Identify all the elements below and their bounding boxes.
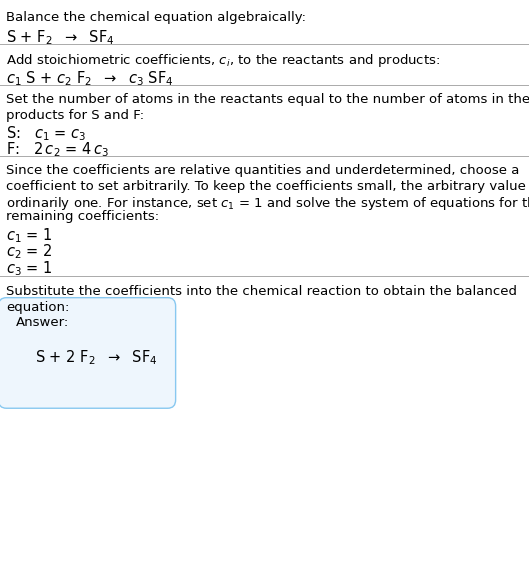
Text: equation:: equation:	[6, 301, 70, 314]
Text: F:   $2\,c_2$ = $4\,c_3$: F: $2\,c_2$ = $4\,c_3$	[6, 141, 109, 159]
Text: Balance the chemical equation algebraically:: Balance the chemical equation algebraica…	[6, 11, 306, 24]
Text: $c_2$ = 2: $c_2$ = 2	[6, 243, 53, 261]
FancyBboxPatch shape	[0, 298, 176, 408]
Text: S:   $c_1$ = $c_3$: S: $c_1$ = $c_3$	[6, 124, 87, 143]
Text: Add stoichiometric coefficients, $c_i$, to the reactants and products:: Add stoichiometric coefficients, $c_i$, …	[6, 52, 441, 69]
Text: remaining coefficients:: remaining coefficients:	[6, 210, 159, 223]
Text: $c_1$ S + $c_2$ F$_2$  $\rightarrow$  $c_3$ SF$_4$: $c_1$ S + $c_2$ F$_2$ $\rightarrow$ $c_3…	[6, 70, 174, 88]
Text: coefficient to set arbitrarily. To keep the coefficients small, the arbitrary va: coefficient to set arbitrarily. To keep …	[6, 180, 529, 193]
Text: ordinarily one. For instance, set $c_1$ = 1 and solve the system of equations fo: ordinarily one. For instance, set $c_1$ …	[6, 195, 529, 212]
Text: Answer:: Answer:	[16, 316, 69, 329]
Text: $c_1$ = 1: $c_1$ = 1	[6, 226, 53, 245]
Text: $c_3$ = 1: $c_3$ = 1	[6, 259, 53, 278]
Text: Substitute the coefficients into the chemical reaction to obtain the balanced: Substitute the coefficients into the che…	[6, 285, 517, 298]
Text: Set the number of atoms in the reactants equal to the number of atoms in the: Set the number of atoms in the reactants…	[6, 93, 529, 106]
Text: Since the coefficients are relative quantities and underdetermined, choose a: Since the coefficients are relative quan…	[6, 164, 519, 177]
Text: S + 2 F$_2$  $\rightarrow$  SF$_4$: S + 2 F$_2$ $\rightarrow$ SF$_4$	[35, 349, 158, 367]
Text: S + F$_2$  $\rightarrow$  SF$_4$: S + F$_2$ $\rightarrow$ SF$_4$	[6, 28, 115, 47]
Text: products for S and F:: products for S and F:	[6, 109, 144, 122]
